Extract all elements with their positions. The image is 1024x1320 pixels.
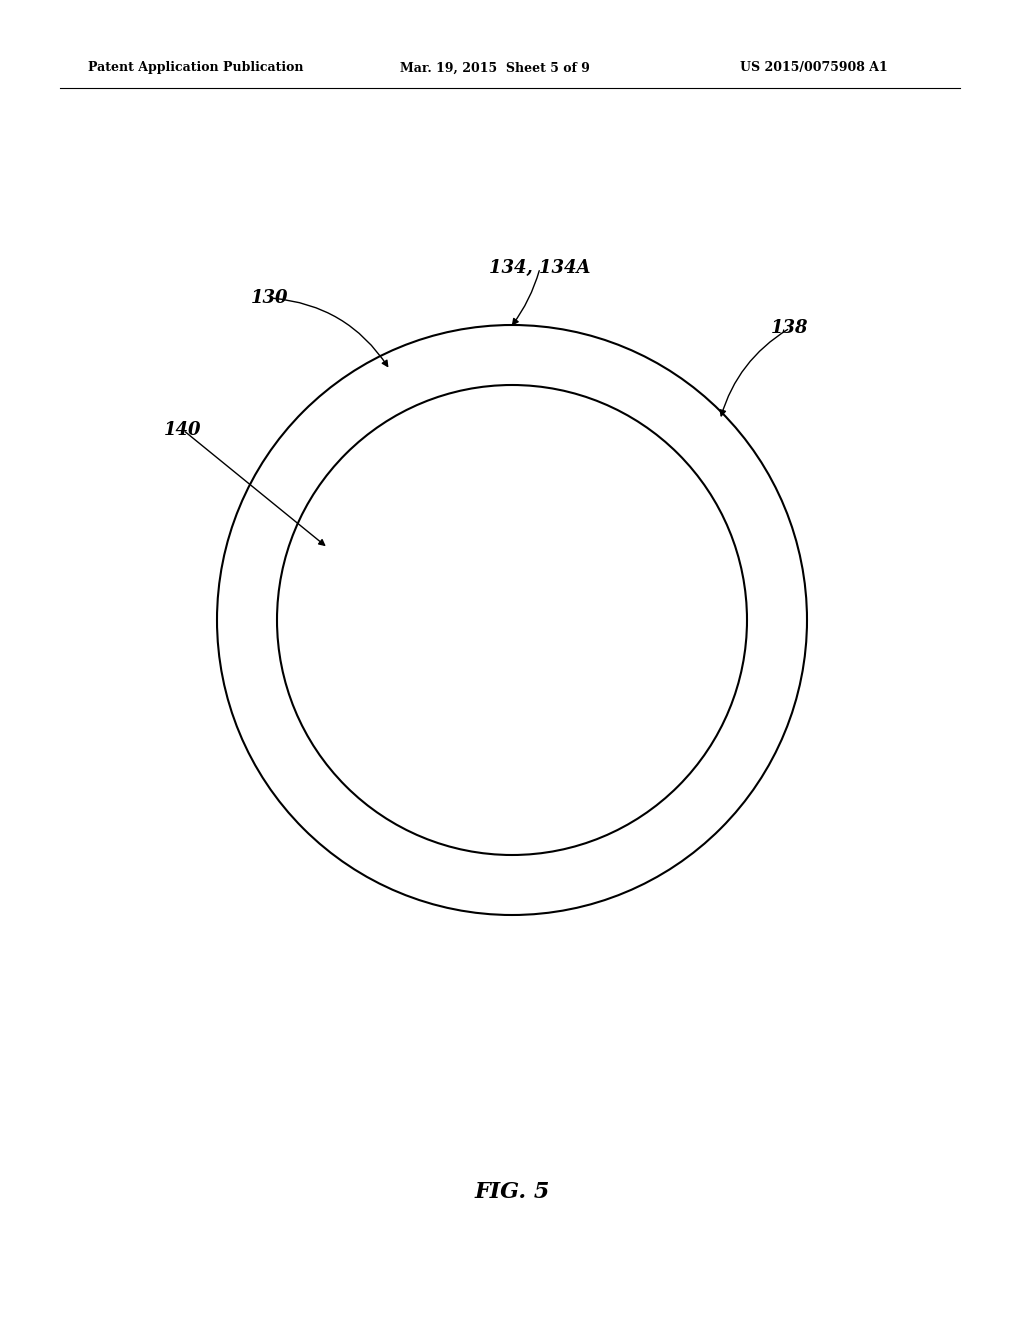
Text: FIG. 5: FIG. 5 (474, 1181, 550, 1203)
Text: 130: 130 (251, 289, 289, 308)
Text: US 2015/0075908 A1: US 2015/0075908 A1 (740, 62, 888, 74)
Text: Mar. 19, 2015  Sheet 5 of 9: Mar. 19, 2015 Sheet 5 of 9 (400, 62, 590, 74)
Text: 138: 138 (771, 319, 809, 337)
Text: Patent Application Publication: Patent Application Publication (88, 62, 303, 74)
Text: 134, 134A: 134, 134A (489, 259, 591, 277)
Text: 140: 140 (164, 421, 202, 440)
